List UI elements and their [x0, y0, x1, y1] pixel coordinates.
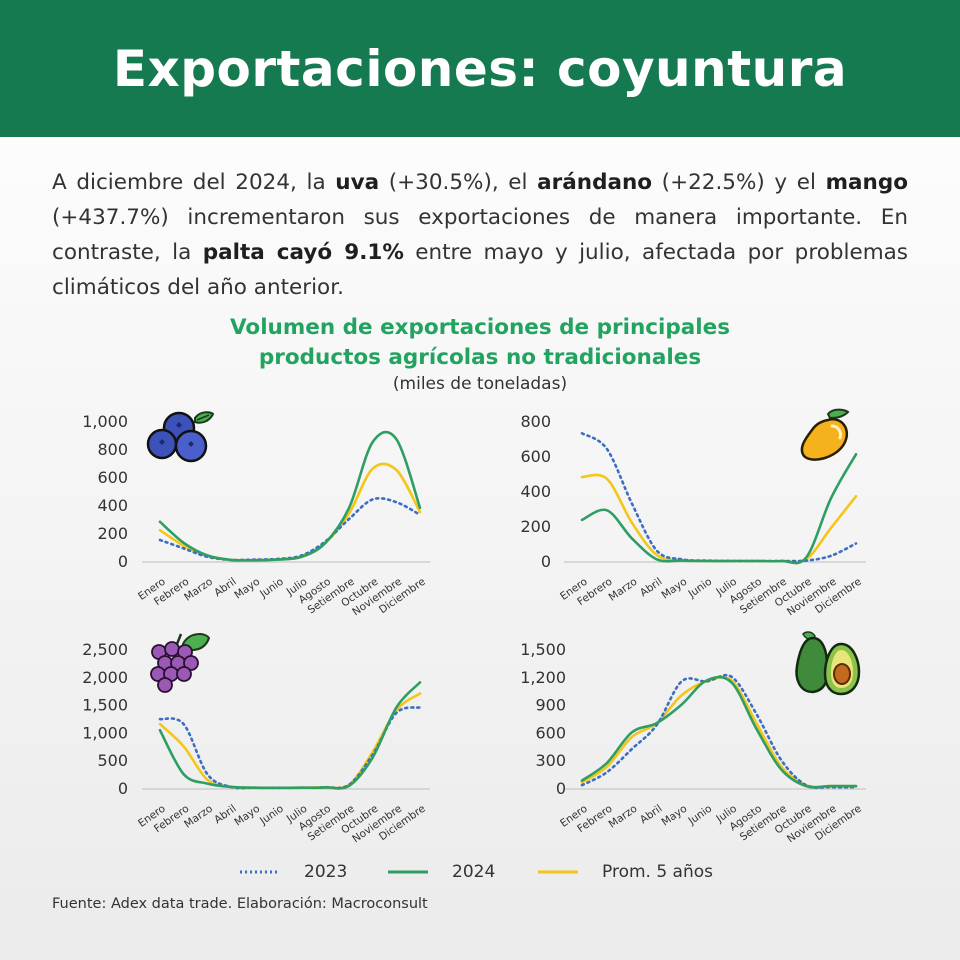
- y-tick-label: 0: [556, 779, 566, 798]
- series-line-prom5aos: [158, 462, 422, 562]
- intro-highlight: uva: [335, 170, 380, 195]
- legend-label-2024: 2024: [452, 862, 496, 882]
- y-tick-label: 1,000: [82, 412, 128, 431]
- legend-item-2024: 2024: [388, 862, 495, 882]
- y-tick-label: 1,500: [82, 696, 128, 715]
- intro-highlight: arándano: [537, 170, 653, 195]
- intro-text: entre mayo y julio, afectada por problem…: [52, 240, 909, 300]
- intro-text: (+30.5%), el: [379, 170, 538, 195]
- y-tick-label: 200: [520, 517, 551, 536]
- series-line-prom5aos: [580, 473, 858, 564]
- chart-unit: (miles de toneladas): [392, 374, 568, 394]
- page-title: Exportaciones: coyuntura: [112, 39, 848, 98]
- y-tick-label: 2,500: [82, 640, 128, 659]
- y-tick-label: 300: [535, 751, 566, 770]
- y-tick-label: 400: [97, 496, 128, 515]
- legend: 2023 2024 Prom. 5 años: [0, 862, 960, 888]
- chart-title-line2: productos agrícolas no tradicionales: [258, 345, 702, 370]
- series-line-2023: [580, 432, 858, 563]
- y-tick-label: 1,500: [520, 640, 566, 659]
- series-line-2024: [158, 681, 422, 790]
- intro-paragraph: A diciembre del 2024, la uva (+30.5%), e…: [52, 165, 908, 305]
- legend-swatch-prom: [538, 870, 578, 874]
- x-tick-label: Abril: [638, 803, 665, 827]
- chart-panel-arndano: 02004006008001,000EneroFebreroMarzoAbril…: [82, 412, 430, 618]
- y-tick-label: 800: [520, 412, 551, 431]
- legend-label-prom: Prom. 5 años: [602, 862, 714, 882]
- y-tick-label: 800: [97, 440, 128, 459]
- x-tick-label: Marzo: [607, 576, 640, 604]
- series-line-2024: [580, 675, 858, 789]
- y-tick-label: 900: [535, 696, 566, 715]
- avocado-icon: [795, 631, 861, 696]
- y-tick-label: 2,000: [82, 668, 128, 687]
- legend-label-2023: 2023: [304, 862, 348, 882]
- y-tick-label: 600: [97, 468, 128, 487]
- chart-title-line1: Volumen de exportaciones de principales: [229, 315, 731, 340]
- series-line-2024: [158, 430, 422, 562]
- y-tick-label: 500: [97, 751, 128, 770]
- y-tick-label: 1,000: [82, 723, 128, 742]
- intro-text: (+437.7%) incrementaron sus exportacione…: [52, 205, 908, 265]
- chart-title: Volumen de exportaciones de principales …: [0, 313, 960, 373]
- x-tick-label: Junio: [257, 803, 286, 828]
- x-tick-label: Mayo: [232, 803, 262, 829]
- intro-text: (+22.5%) y el: [652, 170, 826, 195]
- blueberry-icon: [146, 411, 215, 463]
- legend-item-prom: Prom. 5 años: [538, 862, 713, 882]
- series-line-2024: [580, 453, 858, 565]
- source-note: Fuente: Adex data trade. Elaboración: Ma…: [52, 896, 428, 912]
- header-banner: Exportaciones: coyuntura: [0, 0, 960, 137]
- legend-swatch-2023: [240, 870, 280, 874]
- x-tick-label: Junio: [685, 576, 714, 601]
- mango-icon: [800, 408, 850, 461]
- x-tick-label: Mayo: [659, 576, 689, 602]
- legend-swatch-2024: [388, 870, 428, 874]
- y-tick-label: 600: [535, 723, 566, 742]
- y-tick-label: 200: [97, 524, 128, 543]
- intro-text: A diciembre del 2024, la: [52, 170, 336, 195]
- chart-panel-uva: 05001,0001,5002,0002,500EneroFebreroMarz…: [82, 640, 430, 845]
- x-tick-label: Mayo: [659, 803, 689, 829]
- intro-highlight: palta cayó 9.1%: [202, 240, 404, 265]
- legend-item-2023: 2023: [240, 862, 347, 882]
- x-tick-label: Marzo: [607, 803, 640, 831]
- y-tick-label: 0: [541, 552, 551, 571]
- x-tick-label: Junio: [257, 576, 286, 601]
- intro-highlight: mango: [825, 170, 908, 195]
- y-tick-label: 0: [118, 552, 128, 571]
- series-line-2023: [158, 706, 422, 790]
- y-tick-label: 400: [520, 482, 551, 501]
- x-tick-label: Junio: [685, 803, 714, 828]
- y-tick-label: 0: [118, 779, 128, 798]
- y-tick-label: 1,200: [520, 668, 566, 687]
- y-tick-label: 600: [520, 447, 551, 466]
- x-tick-label: Mayo: [232, 576, 262, 602]
- x-tick-label: Abril: [638, 576, 665, 600]
- grapes-icon: [150, 633, 211, 693]
